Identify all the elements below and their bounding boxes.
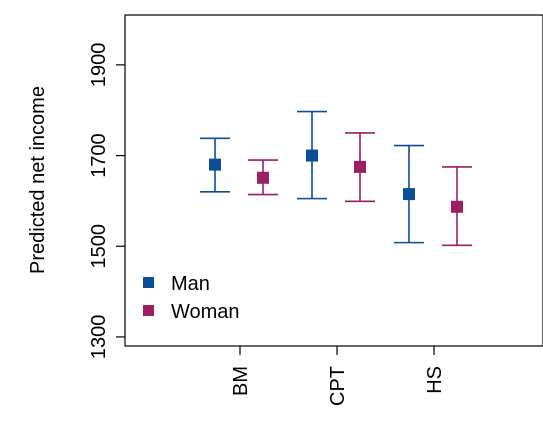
y-axis-title: Predicted net income	[27, 86, 49, 274]
data-point	[354, 160, 366, 173]
data-point	[451, 200, 463, 213]
data-point	[306, 149, 318, 162]
legend-label: Woman	[171, 301, 240, 323]
legend-swatch	[143, 277, 154, 288]
data-point	[403, 188, 415, 201]
y-tick-label: 1500	[88, 224, 110, 269]
y-tick-label: 1900	[88, 43, 110, 88]
x-axis: BM CPT HS	[230, 346, 446, 406]
legend-swatch	[143, 305, 154, 316]
series-woman	[248, 132, 472, 247]
legend-label: Man	[171, 273, 210, 295]
data-point	[257, 171, 269, 184]
y-tick-label: 1300	[88, 315, 110, 360]
legend: Man Woman	[143, 273, 240, 323]
plot-frame	[124, 14, 543, 347]
series-man	[200, 110, 424, 244]
y-tick-label: 1700	[88, 133, 110, 178]
x-tick-label: CPT	[327, 366, 349, 406]
x-tick-label: HS	[424, 366, 446, 394]
data-point	[209, 158, 221, 171]
x-tick-label: BM	[230, 366, 252, 396]
y-axis: 1300 1500 1700 1900	[88, 43, 125, 360]
data-marks	[200, 110, 472, 247]
